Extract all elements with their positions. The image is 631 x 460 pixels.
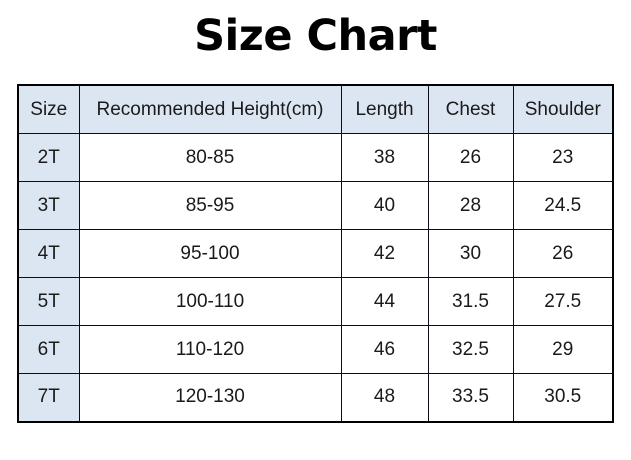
column-header-chest: Chest	[427, 84, 514, 134]
table-row: 7T 120-130 48 33.5 30.5	[17, 373, 614, 422]
cell-length: 44	[340, 277, 429, 326]
size-chart-table: Size Recommended Height(cm) Length Chest…	[17, 84, 614, 423]
cell-length: 48	[340, 373, 429, 422]
cell-shoulder: 29	[512, 325, 614, 374]
column-header-height: Recommended Height(cm)	[78, 84, 342, 134]
cell-height: 110-120	[78, 325, 342, 374]
cell-shoulder: 24.5	[512, 181, 614, 230]
cell-height: 100-110	[78, 277, 342, 326]
cell-height: 95-100	[78, 229, 342, 278]
cell-size: 6T	[17, 325, 80, 374]
cell-chest: 30	[427, 229, 514, 278]
cell-size: 4T	[17, 229, 80, 278]
table-row: 4T 95-100 42 30 26	[17, 229, 614, 278]
table-header-row: Size Recommended Height(cm) Length Chest…	[17, 84, 614, 134]
cell-length: 46	[340, 325, 429, 374]
column-header-shoulder: Shoulder	[512, 84, 614, 134]
cell-height: 80-85	[78, 133, 342, 182]
table-row: 5T 100-110 44 31.5 27.5	[17, 277, 614, 326]
cell-size: 5T	[17, 277, 80, 326]
cell-chest: 28	[427, 181, 514, 230]
cell-size: 7T	[17, 373, 80, 422]
table-header: Size Recommended Height(cm) Length Chest…	[17, 84, 614, 134]
column-header-size: Size	[17, 84, 80, 134]
cell-chest: 33.5	[427, 373, 514, 422]
cell-height: 120-130	[78, 373, 342, 422]
cell-height: 85-95	[78, 181, 342, 230]
cell-shoulder: 26	[512, 229, 614, 278]
page-title: Size Chart	[194, 11, 437, 61]
cell-chest: 26	[427, 133, 514, 182]
cell-length: 40	[340, 181, 429, 230]
cell-chest: 31.5	[427, 277, 514, 326]
cell-shoulder: 27.5	[512, 277, 614, 326]
cell-shoulder: 30.5	[512, 373, 614, 422]
cell-length: 42	[340, 229, 429, 278]
cell-shoulder: 23	[512, 133, 614, 182]
column-header-length: Length	[340, 84, 429, 134]
table-row: 2T 80-85 38 26 23	[17, 133, 614, 182]
table-body: 2T 80-85 38 26 23 3T 85-95 40 28 24.5 4T…	[17, 133, 614, 422]
cell-length: 38	[340, 133, 429, 182]
table-row: 6T 110-120 46 32.5 29	[17, 325, 614, 374]
cell-chest: 32.5	[427, 325, 514, 374]
cell-size: 2T	[17, 133, 80, 182]
size-chart-table-container: Size Recommended Height(cm) Length Chest…	[17, 84, 614, 423]
cell-size: 3T	[17, 181, 80, 230]
table-row: 3T 85-95 40 28 24.5	[17, 181, 614, 230]
